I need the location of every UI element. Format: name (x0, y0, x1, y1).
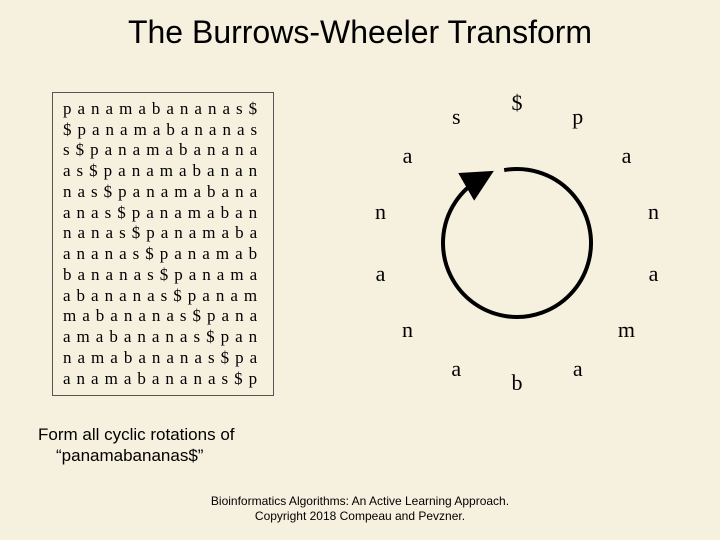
footer: Bioinformatics Algorithms: An Active Lea… (0, 494, 720, 524)
rotation-row: amabananas$pan (63, 327, 263, 348)
wheel-char: a (573, 356, 583, 382)
wheel-char: n (402, 317, 413, 343)
rotation-row: abananas$panam (63, 286, 263, 307)
wheel-arrow-circle (352, 88, 682, 398)
wheel-char: a (376, 261, 386, 287)
wheel-char: a (622, 143, 632, 169)
rotation-row: as$panamabanan (63, 161, 263, 182)
wheel-char: n (648, 199, 659, 225)
rotation-row: $panamabananas (63, 120, 263, 141)
rotation-row: s$panamabanana (63, 140, 263, 161)
wheel-char: p (572, 104, 583, 130)
wheel-char: s (452, 104, 461, 130)
rotation-row: namabananas$pa (63, 348, 263, 369)
page-title: The Burrows-Wheeler Transform (0, 14, 720, 51)
rotation-wheel: $ p a n a m a b a n a n a s (352, 88, 682, 398)
wheel-char: n (375, 199, 386, 225)
wheel-char: a (403, 143, 413, 169)
rotation-row: bananas$panama (63, 265, 263, 286)
rotation-row: nas$panamabana (63, 182, 263, 203)
wheel-char: m (618, 317, 635, 343)
rotation-row: anamabananas$p (63, 369, 263, 390)
rotation-row: mabananas$pana (63, 306, 263, 327)
caption: Form all cyclic rotations of “panamabana… (38, 424, 235, 467)
rotation-row: nanas$panamaba (63, 223, 263, 244)
rotation-row: ananas$panamab (63, 244, 263, 265)
rotations-table: panamabananas$$panamabananass$panamabana… (52, 92, 274, 396)
footer-line-2: Copyright 2018 Compeau and Pevzner. (0, 509, 720, 524)
rotation-row: panamabananas$ (63, 99, 263, 120)
wheel-char: b (512, 370, 523, 396)
wheel-char: $ (512, 90, 523, 116)
caption-line-1: Form all cyclic rotations of (38, 424, 235, 445)
rotation-row: anas$panamaban (63, 203, 263, 224)
wheel-char: a (649, 261, 659, 287)
footer-line-1: Bioinformatics Algorithms: An Active Lea… (0, 494, 720, 509)
wheel-char: a (451, 356, 461, 382)
caption-line-2: “panamabananas$” (38, 445, 235, 466)
